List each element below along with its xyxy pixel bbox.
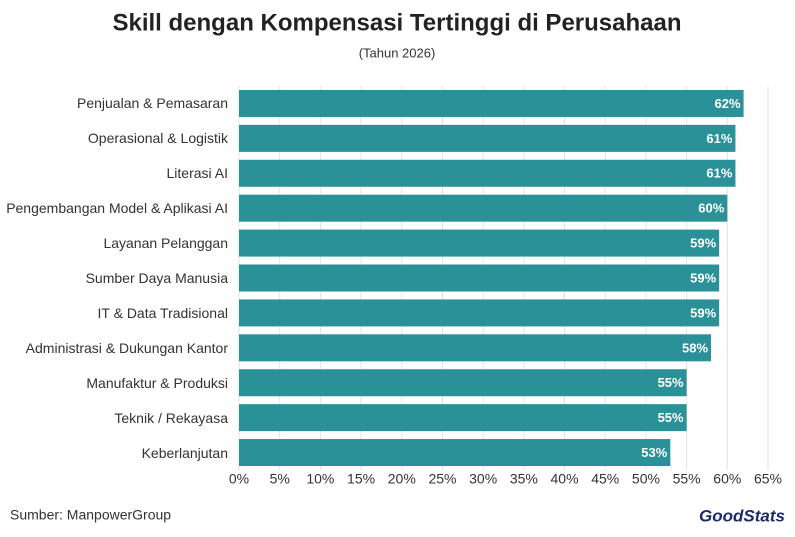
logo: GoodStats [699, 506, 785, 525]
bar [239, 159, 736, 187]
y-tick-label: IT & Data Tradisional [97, 304, 228, 321]
data-label: 59% [690, 270, 716, 285]
x-tick-label: 60% [713, 471, 741, 487]
x-tick-label: 50% [632, 471, 660, 487]
data-label: 55% [658, 375, 684, 390]
x-tick-label: 5% [270, 471, 290, 487]
bar [239, 194, 728, 222]
y-tick-label: Teknik / Rekayasa [114, 409, 228, 426]
x-tick-label: 35% [510, 471, 538, 487]
x-tick-label: 65% [754, 471, 782, 487]
bar [239, 334, 712, 362]
data-label: 59% [690, 236, 716, 251]
chart-subtitle: (Tahun 2026) [359, 45, 436, 60]
data-label: 60% [698, 201, 724, 216]
x-tick-label: 0% [229, 471, 249, 487]
bar [239, 124, 736, 152]
bar [239, 439, 671, 467]
y-tick-label: Sumber Daya Manusia [85, 270, 228, 286]
x-tick-label: 40% [551, 471, 579, 487]
data-label: 62% [715, 96, 741, 111]
data-label: 61% [706, 131, 732, 146]
data-label: 58% [682, 340, 708, 355]
bar [239, 404, 687, 432]
x-tick-label: 25% [428, 471, 456, 487]
data-label: 53% [641, 445, 667, 460]
chart-title: Skill dengan Kompensasi Tertinggi di Per… [112, 9, 681, 36]
y-tick-label: Literasi AI [166, 165, 228, 182]
x-tick-label: 30% [469, 471, 497, 487]
data-label: 61% [706, 166, 732, 181]
data-label: 59% [690, 305, 716, 320]
y-tick-label: Layanan Pelanggan [103, 235, 228, 252]
y-tick-label: Keberlanjutan [141, 444, 228, 461]
x-tick-label: 20% [388, 471, 416, 487]
x-tick-label: 15% [347, 471, 375, 487]
bar [239, 369, 687, 397]
bar [239, 264, 720, 292]
bar [239, 89, 744, 117]
x-tick-label: 45% [591, 471, 619, 487]
bar [239, 229, 720, 257]
x-tick-label: 10% [306, 471, 334, 487]
data-label: 55% [658, 410, 684, 425]
y-tick-label: Penjualan & Pemasaran [77, 95, 228, 112]
y-tick-label: Manufaktur & Produksi [86, 374, 228, 391]
source: Sumber: ManpowerGroup [10, 507, 171, 523]
y-tick-label: Operasional & Logistik [87, 130, 228, 147]
y-tick-label: Administrasi & Dukungan Kantor [25, 339, 228, 356]
bar [239, 299, 720, 327]
x-tick-label: 55% [673, 471, 701, 487]
y-tick-label: Pengembangan Model & Aplikasi AI [6, 200, 228, 217]
